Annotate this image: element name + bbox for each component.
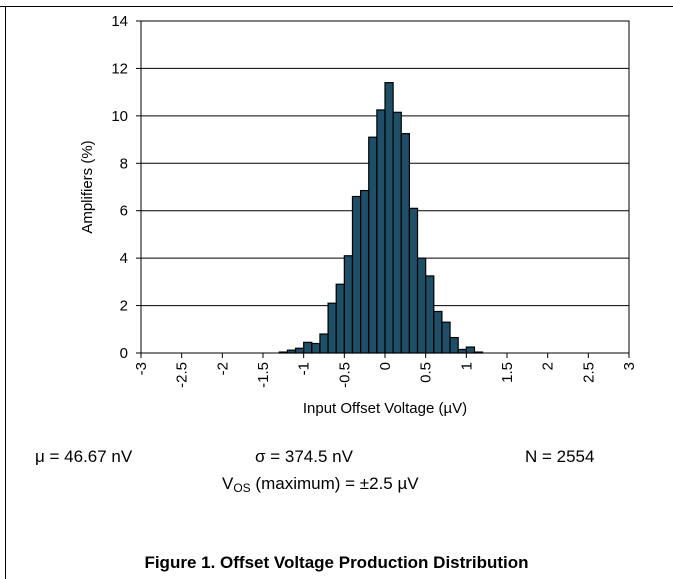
x-tick-label: 3 bbox=[621, 362, 638, 370]
y-tick-label: 6 bbox=[120, 203, 128, 220]
x-tick-label: 2.5 bbox=[580, 362, 597, 383]
y-tick-label: 2 bbox=[120, 298, 128, 315]
x-tick-label: -3 bbox=[133, 362, 150, 375]
y-axis-label: Amplifiers (%) bbox=[79, 140, 96, 233]
x-axis-ticks: -3 -2.5 -2 -1.5 -1 -0.5 0 0.5 1 1.5 2 2.5 3 bbox=[133, 353, 638, 388]
histogram-bar bbox=[343, 255, 354, 354]
y-tick-label: 8 bbox=[120, 155, 128, 172]
x-tick-label: 0.5 bbox=[418, 362, 435, 383]
histogram-bar bbox=[392, 111, 402, 354]
histogram-bar bbox=[465, 346, 476, 354]
sample-count-stat: N = 2554 bbox=[525, 447, 595, 466]
histogram-bar bbox=[433, 310, 443, 354]
histogram-bar bbox=[294, 347, 305, 354]
x-tick-label: -2.5 bbox=[174, 362, 191, 388]
y-tick-label: 12 bbox=[111, 60, 128, 77]
frame-top-border bbox=[0, 6, 673, 7]
histogram-bars bbox=[278, 82, 484, 354]
histogram-bar bbox=[376, 109, 386, 354]
histogram-bar bbox=[408, 207, 419, 354]
histogram-bar bbox=[311, 342, 321, 354]
histogram-bar bbox=[327, 302, 337, 354]
vos-value: (maximum) = ±2.5 µV bbox=[250, 474, 419, 493]
x-tick-label: -2 bbox=[214, 362, 231, 375]
vos-max-stat: VOS (maximum) = ±2.5 µV bbox=[222, 474, 419, 495]
histogram-bar bbox=[449, 336, 459, 354]
x-tick-label: 1 bbox=[458, 362, 475, 370]
x-tick-label: 2 bbox=[540, 362, 557, 370]
frame-left-border bbox=[5, 6, 6, 579]
x-tick-label: -1 bbox=[296, 362, 313, 375]
vos-subscript: OS bbox=[233, 481, 251, 495]
histogram-chart: 0 2 4 6 8 10 12 14 -3 -2.5 -2 -1.5 -1 -0.5 0 0.5 1 1.5 2 2… bbox=[79, 13, 638, 417]
y-tick-label: 4 bbox=[120, 250, 128, 267]
x-axis-label: Input Offset Voltage (µV) bbox=[303, 400, 467, 417]
x-tick-label: 1.5 bbox=[499, 362, 516, 383]
vos-symbol: V bbox=[222, 474, 234, 493]
histogram-bar bbox=[368, 136, 378, 354]
mean-stat: μ = 46.67 nV bbox=[35, 447, 133, 466]
y-axis-ticks: 0 2 4 6 8 10 12 14 bbox=[111, 13, 141, 362]
y-tick-label: 10 bbox=[111, 108, 128, 125]
histogram-bar bbox=[416, 257, 427, 354]
figure-caption: Figure 1. Offset Voltage Production Dist… bbox=[144, 553, 529, 572]
histogram-bar bbox=[400, 133, 410, 354]
histogram-bar bbox=[303, 341, 313, 354]
histogram-bar bbox=[360, 189, 370, 354]
histogram-bar bbox=[319, 333, 329, 354]
histogram-bar bbox=[457, 348, 467, 354]
y-tick-label: 14 bbox=[111, 13, 128, 30]
histogram-bar bbox=[384, 82, 394, 354]
x-tick-label: 0 bbox=[377, 362, 394, 370]
x-tick-label: -0.5 bbox=[336, 362, 353, 388]
y-tick-label: 0 bbox=[120, 345, 128, 362]
histogram-bar bbox=[335, 283, 345, 354]
histogram-bar bbox=[425, 275, 435, 354]
x-tick-label: -1.5 bbox=[255, 362, 272, 388]
histogram-bar bbox=[351, 195, 362, 354]
histogram-bar bbox=[441, 321, 451, 354]
sigma-stat: σ = 374.5 nV bbox=[255, 447, 353, 466]
